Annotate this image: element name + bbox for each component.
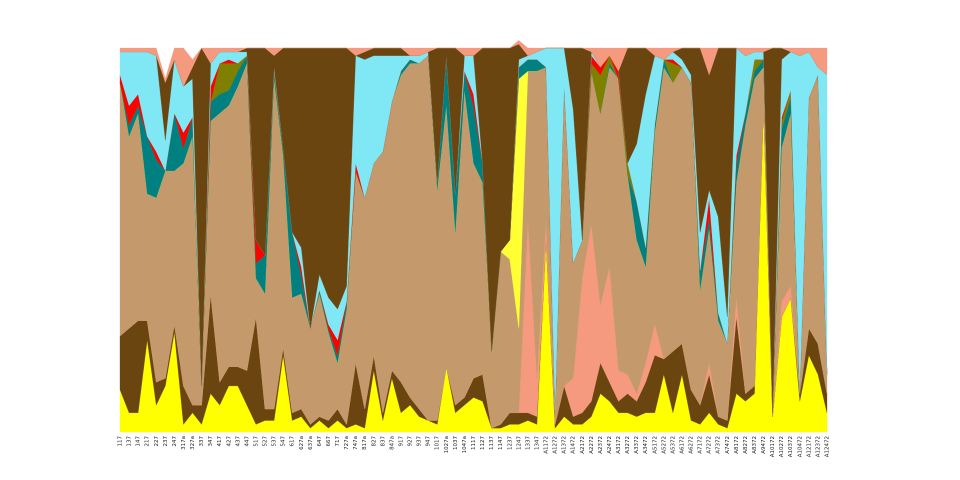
x-tick-label: 947 bbox=[426, 436, 432, 447]
x-tick-label: A12172 bbox=[806, 436, 812, 457]
x-tick-label: 647 bbox=[317, 436, 323, 447]
x-tick-label: 227 bbox=[154, 436, 160, 447]
x-tick-label: 217 bbox=[145, 436, 151, 447]
x-tick-label: 1147 bbox=[498, 436, 504, 450]
x-tick-label: A3372 bbox=[634, 436, 640, 454]
x-tick-label: 1047a bbox=[462, 436, 468, 453]
x-tick-label: 817a bbox=[362, 436, 368, 450]
x-tick-label: 427 bbox=[226, 436, 232, 447]
x-tick-label: A8272 bbox=[743, 436, 749, 454]
x-tick-label: 117 bbox=[118, 436, 124, 447]
x-tick-label: 917 bbox=[398, 436, 404, 447]
x-tick-label: 617 bbox=[290, 436, 296, 447]
x-tick-label: 447 bbox=[244, 436, 250, 447]
x-tick-label: 837 bbox=[380, 436, 386, 447]
x-tick-label: A12372 bbox=[815, 436, 821, 457]
x-tick-label: 1127 bbox=[480, 436, 486, 450]
x-tick-label: 1337 bbox=[525, 436, 531, 450]
x-tick-label: A7172 bbox=[698, 436, 704, 454]
x-tick-label: A2472 bbox=[607, 436, 613, 454]
x-tick-label: A7472 bbox=[725, 436, 731, 454]
x-tick-label: 667 bbox=[326, 436, 332, 447]
x-tick-label: A1472 bbox=[571, 436, 577, 454]
x-tick-label: 1247 bbox=[516, 436, 522, 450]
x-tick-label: 147 bbox=[136, 436, 142, 447]
x-tick-label: 1237 bbox=[507, 436, 513, 450]
x-tick-label: A5172 bbox=[652, 436, 658, 454]
x-tick-label: A8372 bbox=[752, 436, 758, 454]
x-tick-label: A10272 bbox=[779, 436, 785, 457]
x-tick-label: A2172 bbox=[580, 436, 586, 454]
x-tick-label: 517 bbox=[253, 436, 259, 447]
x-tick-label: A7272 bbox=[707, 436, 713, 454]
x-tick-label: 1347 bbox=[534, 436, 540, 450]
x-tick-label: A5372 bbox=[670, 436, 676, 454]
x-tick-label: 1027a bbox=[444, 436, 450, 453]
x-tick-label: A3172 bbox=[616, 436, 622, 454]
x-tick-label: A2372 bbox=[598, 436, 604, 454]
area bbox=[119, 40, 828, 87]
x-tick-label: A10472 bbox=[797, 436, 803, 457]
x-tick-label: 827 bbox=[371, 436, 377, 447]
x-tick-label: 1037 bbox=[453, 436, 459, 450]
x-tick-label: 717 bbox=[335, 436, 341, 447]
x-tick-label: A6172 bbox=[679, 436, 685, 454]
x-tick-label: 847a bbox=[389, 436, 395, 450]
x-tick-label: A3472 bbox=[643, 436, 649, 454]
x-tick-label: 317a bbox=[181, 436, 187, 450]
x-tick-label: 417 bbox=[217, 436, 223, 447]
x-tick-label: 637a bbox=[308, 436, 314, 450]
x-tick-label: 237 bbox=[163, 436, 169, 447]
x-tick-label: 627a bbox=[299, 436, 305, 450]
x-tick-label: 247 bbox=[172, 436, 178, 447]
x-tick-label: A3272 bbox=[625, 436, 631, 454]
x-tick-label: 1117 bbox=[471, 436, 477, 450]
x-tick-label: A1172 bbox=[544, 436, 550, 454]
x-tick-label: 437 bbox=[235, 436, 241, 447]
x-tick-label: A10372 bbox=[788, 436, 794, 457]
x-tick-label: 547 bbox=[281, 436, 287, 447]
x-tick-label: 1137 bbox=[489, 436, 495, 450]
x-tick-label: 537 bbox=[272, 436, 278, 447]
x-tick-label: 337 bbox=[199, 436, 205, 447]
x-tick-label: A7372 bbox=[716, 436, 722, 454]
x-tick-label: 1017 bbox=[435, 436, 441, 450]
x-tick-label: 527 bbox=[263, 436, 269, 447]
x-tick-label: 747a bbox=[353, 436, 359, 450]
x-tick-label: A8172 bbox=[734, 436, 740, 454]
x-tick-label: 347 bbox=[208, 436, 214, 447]
x-tick-label: A6272 bbox=[689, 436, 695, 454]
x-tick-label: A1372 bbox=[562, 436, 568, 454]
x-tick-label: A1272 bbox=[553, 436, 559, 454]
x-tick-label: A12472 bbox=[825, 436, 831, 457]
x-tick-label: A2272 bbox=[589, 436, 595, 454]
x-tick-label: A9472 bbox=[761, 436, 767, 454]
x-tick-label: 727a bbox=[344, 436, 350, 450]
x-tick-label: 327a bbox=[190, 436, 196, 450]
x-tick-label: 137 bbox=[127, 436, 133, 447]
x-tick-label: A10172 bbox=[770, 436, 776, 457]
x-tick-label: A5272 bbox=[661, 436, 667, 454]
x-tick-label: 927 bbox=[408, 436, 414, 447]
x-tick-label: 937 bbox=[417, 436, 423, 447]
